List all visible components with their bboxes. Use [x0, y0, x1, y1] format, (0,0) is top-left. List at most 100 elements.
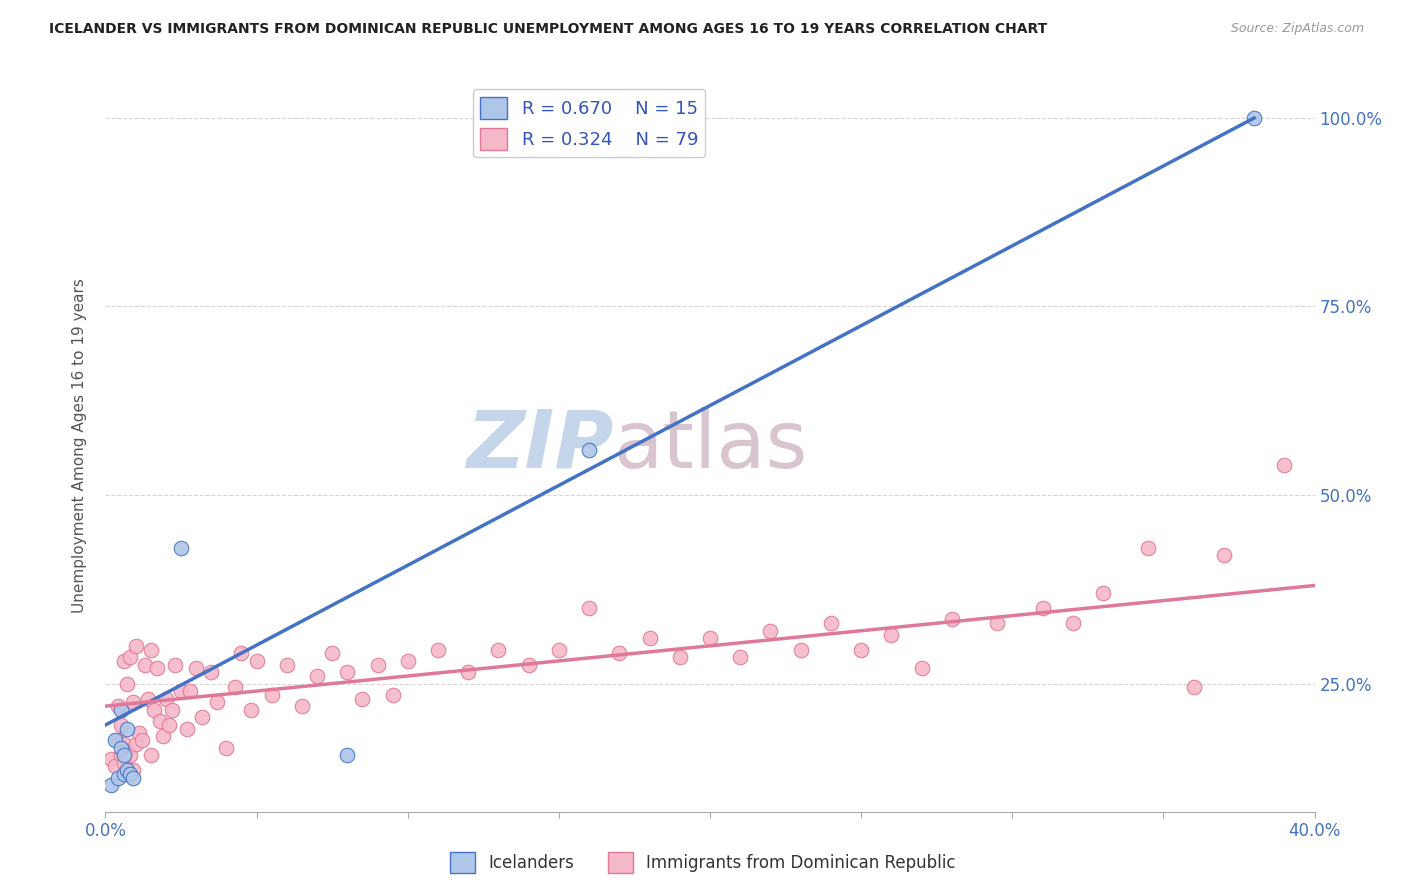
Point [986, 616, 1008, 631]
Point [160, 703, 183, 717]
Point [427, 642, 450, 657]
Point [352, 691, 374, 706]
Point [200, 665, 222, 680]
Point [207, 695, 229, 709]
Text: ZIP: ZIP [465, 407, 613, 485]
Point [488, 642, 510, 657]
Point [941, 612, 963, 626]
Point [134, 657, 156, 672]
Point [157, 718, 180, 732]
Point [548, 642, 571, 657]
Point [139, 642, 162, 657]
Point [128, 725, 150, 739]
Point [121, 695, 143, 709]
Point [260, 688, 283, 702]
Point [125, 639, 148, 653]
Point [276, 657, 298, 672]
Point [125, 737, 148, 751]
Point [820, 616, 842, 631]
Point [1274, 458, 1296, 472]
Point [103, 759, 125, 773]
Point [215, 740, 238, 755]
Point [880, 627, 903, 641]
Legend: R = 0.670    N = 15, R = 0.324    N = 79: R = 0.670 N = 15, R = 0.324 N = 79 [472, 89, 706, 157]
Point [457, 665, 479, 680]
Point [146, 661, 169, 675]
Point [224, 681, 246, 695]
Point [139, 748, 162, 763]
Point [112, 748, 135, 763]
Point [131, 733, 153, 747]
Point [112, 756, 135, 770]
Point [790, 642, 813, 657]
Point [759, 624, 782, 638]
Point [366, 657, 388, 672]
Point [517, 657, 540, 672]
Point [118, 767, 141, 781]
Point [849, 642, 872, 657]
Point [1032, 601, 1054, 615]
Point [321, 646, 343, 660]
Point [231, 646, 253, 660]
Point [609, 646, 631, 660]
Point [170, 541, 193, 555]
Point [638, 632, 661, 646]
Point [100, 752, 122, 766]
Point [103, 733, 125, 747]
Text: ICELANDER VS IMMIGRANTS FROM DOMINICAN REPUBLIC UNEMPLOYMENT AMONG AGES 16 TO 19: ICELANDER VS IMMIGRANTS FROM DOMINICAN R… [49, 22, 1047, 37]
Point [118, 748, 141, 763]
Point [1092, 586, 1115, 600]
Point [578, 601, 600, 615]
Point [142, 703, 165, 717]
Point [1062, 616, 1084, 631]
Point [112, 654, 135, 668]
Point [336, 748, 359, 763]
Point [307, 669, 329, 683]
Text: Source: ZipAtlas.com: Source: ZipAtlas.com [1230, 22, 1364, 36]
Point [107, 699, 129, 714]
Point [112, 737, 135, 751]
Point [107, 771, 129, 785]
Point [155, 691, 177, 706]
Point [186, 661, 208, 675]
Point [1212, 549, 1236, 563]
Legend: Icelanders, Immigrants from Dominican Republic: Icelanders, Immigrants from Dominican Re… [444, 846, 962, 880]
Point [246, 654, 269, 668]
Point [110, 718, 132, 732]
Point [112, 767, 135, 781]
Point [396, 654, 419, 668]
Point [669, 650, 692, 665]
Point [115, 764, 138, 778]
Point [381, 688, 404, 702]
Point [110, 740, 132, 755]
Point [121, 771, 143, 785]
Point [110, 703, 132, 717]
Point [152, 729, 174, 743]
Point [115, 744, 138, 758]
Point [191, 710, 214, 724]
Point [136, 691, 159, 706]
Point [170, 684, 193, 698]
Y-axis label: Unemployment Among Ages 16 to 19 years: Unemployment Among Ages 16 to 19 years [72, 278, 87, 614]
Point [121, 764, 143, 778]
Point [176, 722, 198, 736]
Point [291, 699, 314, 714]
Point [149, 714, 172, 729]
Point [336, 665, 359, 680]
Point [115, 722, 138, 736]
Point [163, 657, 186, 672]
Point [1182, 681, 1205, 695]
Point [115, 676, 138, 690]
Point [110, 748, 132, 763]
Point [1137, 541, 1160, 555]
Point [107, 733, 129, 747]
Point [179, 684, 201, 698]
Point [118, 650, 141, 665]
Point [911, 661, 934, 675]
Text: atlas: atlas [613, 407, 807, 485]
Point [239, 703, 262, 717]
Point [730, 650, 752, 665]
Point [699, 632, 721, 646]
Point [578, 442, 600, 457]
Point [100, 778, 122, 792]
